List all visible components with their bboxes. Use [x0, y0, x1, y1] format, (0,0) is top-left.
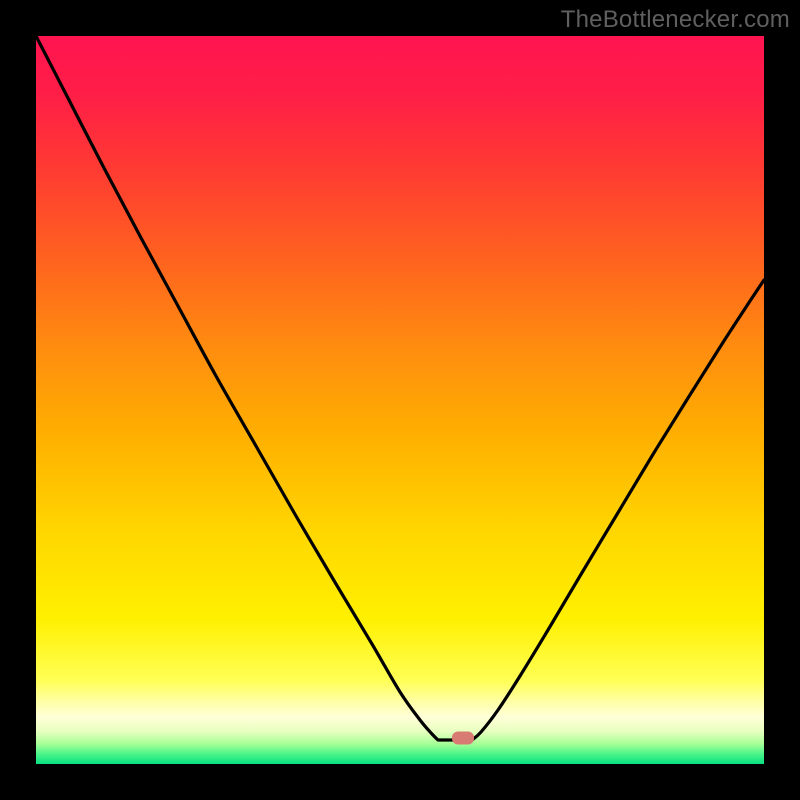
watermark-text: TheBottlenecker.com — [561, 6, 790, 34]
plot-background — [36, 36, 764, 764]
bottleneck-chart — [0, 0, 800, 800]
optimum-marker — [452, 732, 474, 745]
